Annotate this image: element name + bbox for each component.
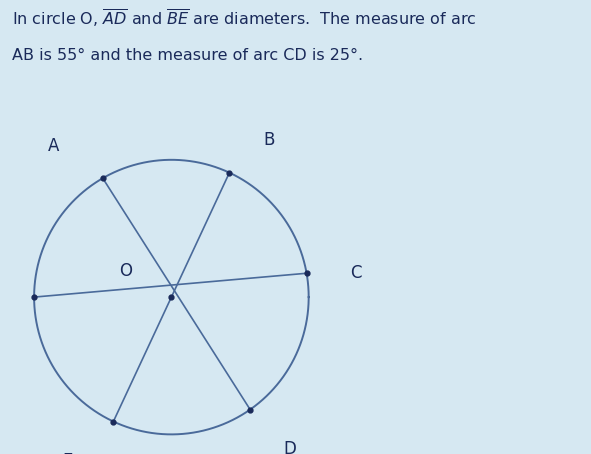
- Text: AB is 55° and the measure of arc CD is 25°.: AB is 55° and the measure of arc CD is 2…: [12, 48, 363, 63]
- Text: C: C: [350, 264, 361, 282]
- Text: A: A: [48, 137, 60, 154]
- Text: B: B: [263, 131, 274, 149]
- Text: E: E: [63, 452, 73, 454]
- Text: O: O: [119, 262, 132, 280]
- Text: In circle O, $\overline{AD}$ and $\overline{BE}$ are diameters.  The measure of : In circle O, $\overline{AD}$ and $\overl…: [12, 7, 476, 29]
- Text: D: D: [283, 440, 296, 454]
